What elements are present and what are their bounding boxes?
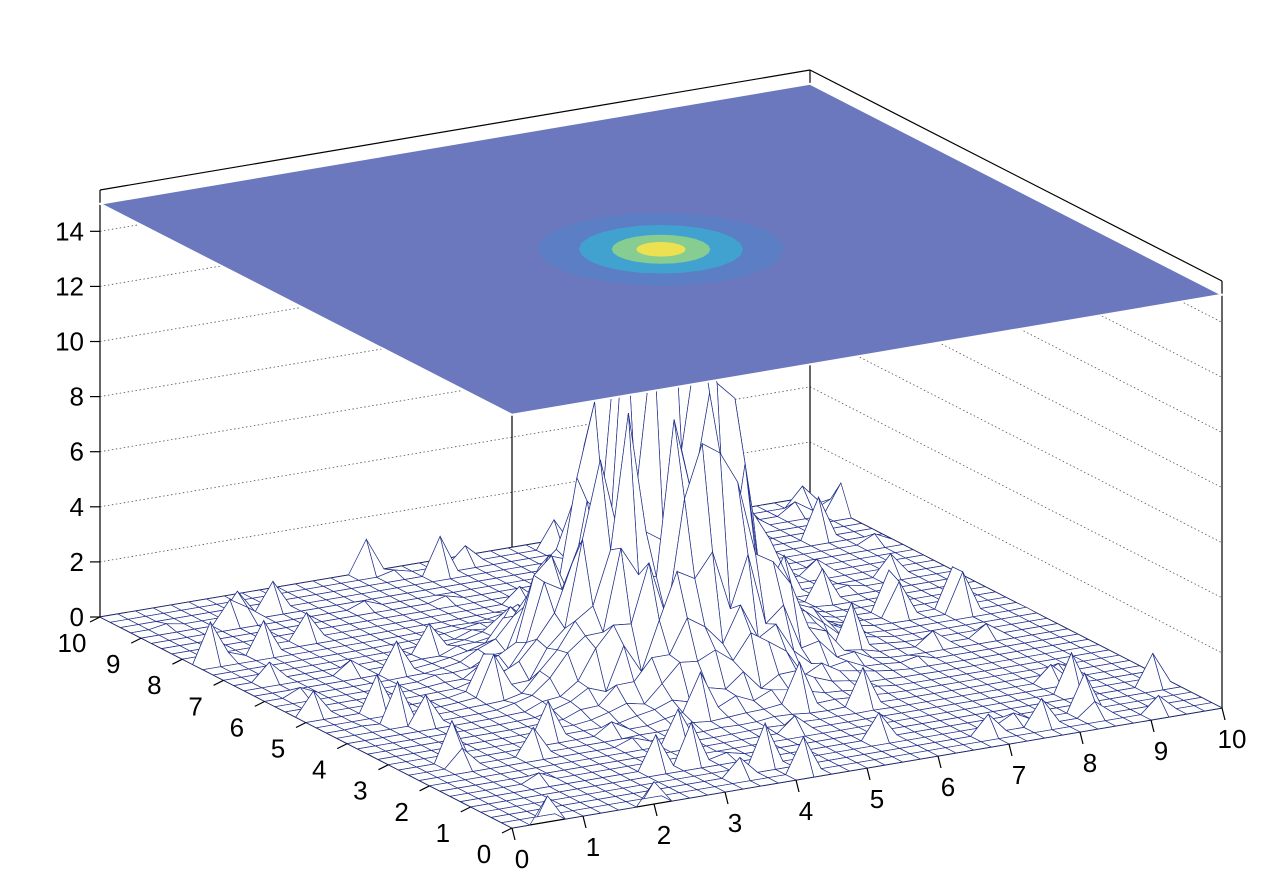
- x-tick-mark-5: [866, 767, 871, 781]
- x-tick-label-3: 3: [728, 808, 742, 838]
- y-tick-mark-8: [172, 658, 183, 665]
- y-tick-mark-0: [501, 827, 513, 834]
- x-tick-label-0: 0: [515, 844, 529, 874]
- x-tick-mark-4: [795, 779, 800, 793]
- x-tick-mark-10: [1221, 707, 1226, 721]
- y-tick-label-0: 0: [477, 839, 491, 869]
- x-tick-label-7: 7: [1012, 760, 1026, 790]
- y-tick-label-3: 3: [353, 776, 367, 806]
- x-tick-label-4: 4: [799, 796, 813, 826]
- x-tick-mark-6: [937, 755, 942, 769]
- y-tick-mark-10: [89, 616, 101, 623]
- y-tick-label-4: 4: [312, 755, 326, 785]
- z-tick-label-0: 0: [70, 602, 84, 632]
- x-tick-label-9: 9: [1154, 736, 1168, 766]
- hotspot-contour-3: [636, 242, 686, 257]
- z-tick-label-2: 4: [70, 492, 84, 522]
- top-projection: [96, 82, 1226, 416]
- y-tick-mark-4: [336, 743, 348, 750]
- y-tick-label-2: 2: [394, 797, 408, 827]
- x-tick-mark-7: [1008, 743, 1013, 757]
- z-tick-label-3: 6: [70, 437, 84, 467]
- y-tick-label-8: 8: [147, 670, 161, 700]
- box-edge-8: [99, 69, 811, 191]
- y-tick-mark-9: [130, 637, 142, 644]
- y-tick-label-7: 7: [188, 691, 202, 721]
- z-tick-label-7: 14: [55, 216, 84, 246]
- x-tick-label-6: 6: [941, 772, 955, 802]
- x-tick-label-5: 5: [870, 784, 884, 814]
- x-tick-label-8: 8: [1083, 748, 1097, 778]
- y-tick-label-9: 9: [106, 649, 120, 679]
- y-tick-mark-1: [460, 806, 472, 813]
- x-tick-mark-9: [1150, 719, 1155, 733]
- x-tick-mark-3: [724, 791, 729, 805]
- x-tick-label-10: 10: [1218, 724, 1247, 754]
- z-tick-label-6: 12: [55, 271, 84, 301]
- z-tick-label-4: 8: [70, 382, 84, 412]
- y-tick-mark-5: [295, 721, 307, 729]
- x-tick-mark-2: [653, 803, 658, 817]
- z-tick-label-1: 2: [70, 547, 84, 577]
- x-tick-label-1: 1: [586, 832, 600, 862]
- y-tick-mark-2: [419, 785, 430, 792]
- surface-mesh: [98, 251, 1224, 829]
- y-tick-mark-3: [378, 764, 389, 771]
- y-tick-label-5: 5: [271, 734, 285, 764]
- y-tick-label-1: 1: [436, 818, 450, 848]
- y-tick-label-6: 6: [230, 712, 244, 742]
- x-tick-label-2: 2: [657, 820, 671, 850]
- x-tick-mark-8: [1079, 731, 1084, 745]
- y-tick-mark-6: [254, 700, 266, 707]
- y-tick-label-10: 10: [58, 628, 87, 658]
- mesh-cell: [500, 819, 531, 829]
- box-edge-9: [809, 69, 1223, 282]
- y-tick-mark-7: [213, 679, 224, 686]
- x-tick-mark-0: [511, 827, 516, 841]
- z-tick-label-5: 10: [55, 327, 84, 357]
- x-tick-mark-1: [582, 815, 587, 829]
